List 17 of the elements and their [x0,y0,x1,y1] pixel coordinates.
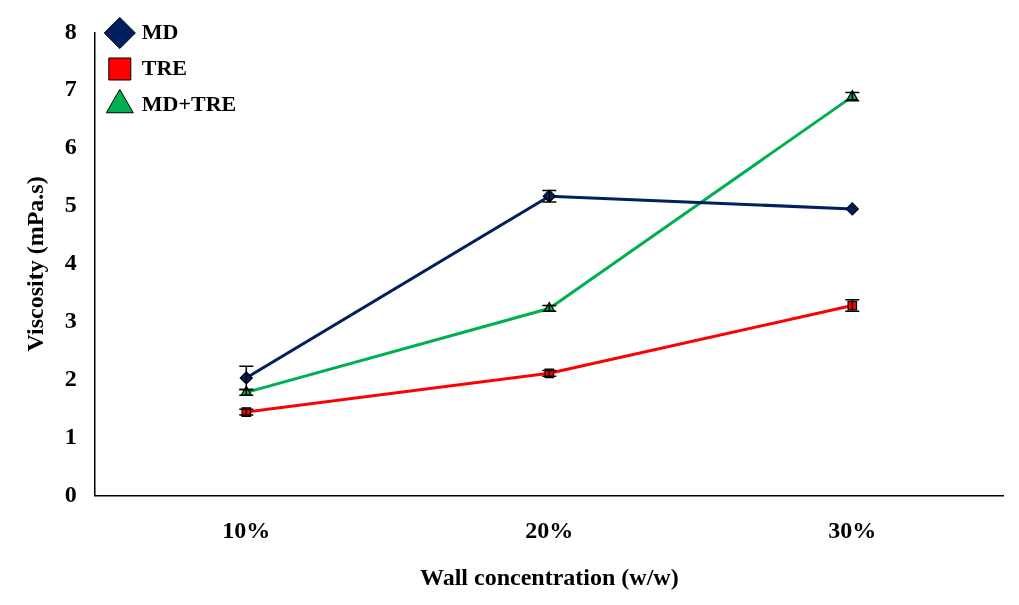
y-tick-label: 5 [64,191,77,218]
x-tick-label: 20% [525,517,574,543]
x-tick-label: 30% [828,517,877,543]
y-tick-label: 3 [64,306,77,333]
y-tick-label: 1 [64,422,77,449]
legend-label: MD [141,18,179,44]
y-tick-label: 8 [64,17,77,44]
x-axis-title: Wall concentration (w/w) [419,563,679,590]
y-axis-title: Viscosity (mPa.s) [21,176,48,352]
x-tick-label: 10% [222,517,271,543]
y-tick-label: 7 [64,75,77,102]
y-tick-label: 0 [64,480,77,507]
y-tick-label: 6 [64,133,77,160]
y-tick-label: 4 [64,249,77,276]
legend-label: MD+TRE [141,90,237,116]
y-tick-label: 2 [64,364,77,391]
legend-label: TRE [141,54,188,80]
